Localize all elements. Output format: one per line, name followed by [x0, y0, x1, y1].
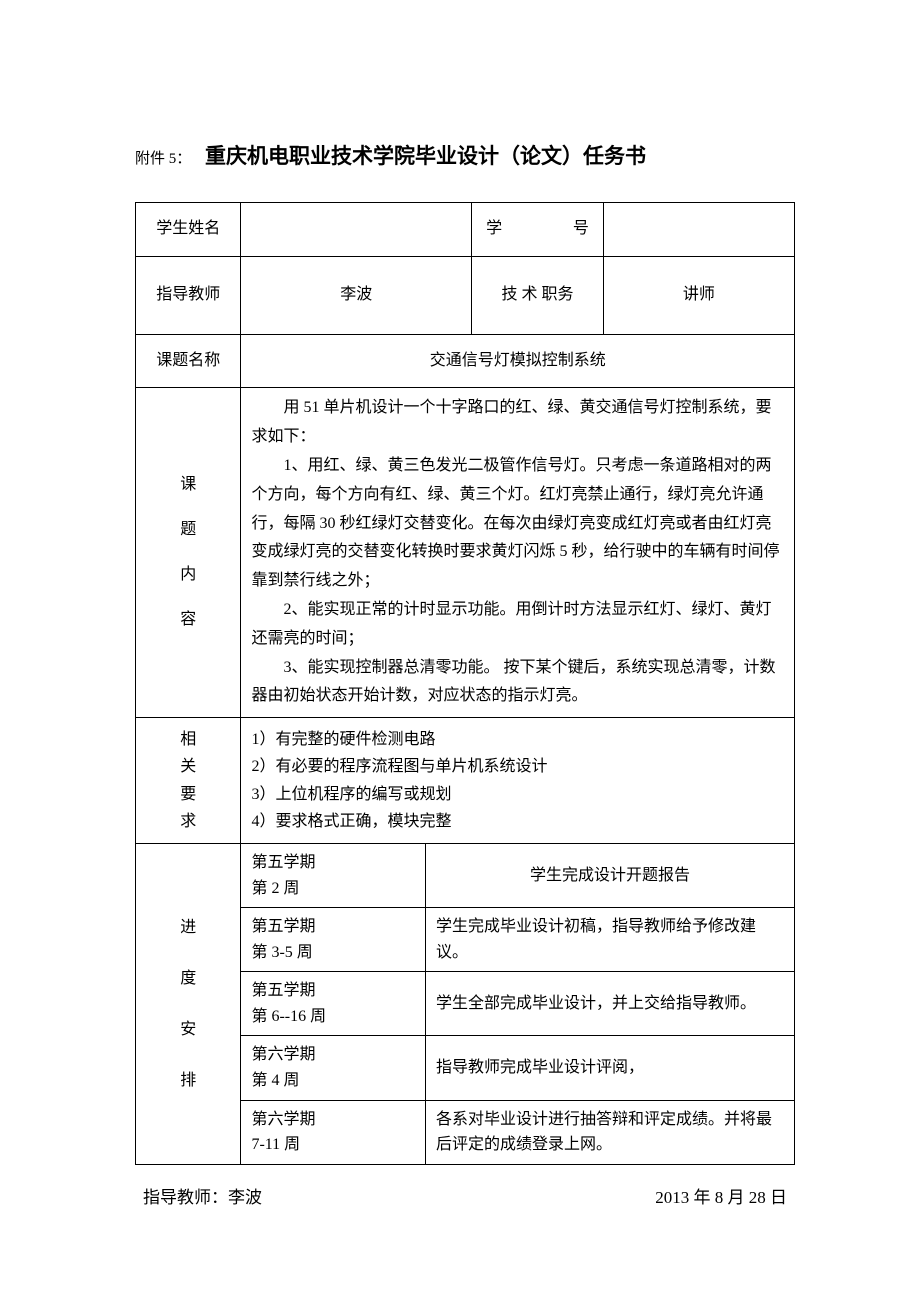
schedule-period-2: 第五学期第 3-5 周: [241, 908, 426, 972]
value-student-id: [603, 203, 794, 257]
label-topic: 课题名称: [136, 334, 241, 388]
row-requirements: 相关要求 1）有完整的硬件检测电路 2）有必要的程序流程图与单片机系统设计 3）…: [136, 718, 795, 844]
req-2: 2）有必要的程序流程图与单片机系统设计: [251, 753, 784, 780]
requirements-body: 1）有完整的硬件检测电路 2）有必要的程序流程图与单片机系统设计 3）上位机程序…: [241, 718, 795, 844]
label-student-id: 学 号: [472, 203, 604, 257]
task-table: 学生姓名 学 号 指导教师 李波 技 术 职务 讲师 课题名称 交通信号灯模拟控…: [135, 202, 795, 1165]
schedule-task-4: 指导教师完成毕业设计评阅，: [425, 1036, 794, 1100]
schedule-task-3: 学生全部完成毕业设计，并上交给指导教师。: [425, 972, 794, 1036]
content-p3: 3、能实现控制器总清零功能。 按下某个键后，系统实现总清零，计数器由初始状态开始…: [251, 654, 784, 712]
document-title: 重庆机电职业技术学院毕业设计（论文）任务书: [205, 144, 646, 168]
row-schedule-1: 进度安排 第五学期第 2 周 学生完成设计开题报告: [136, 843, 795, 907]
schedule-period-5: 第六学期7-11 周: [241, 1100, 426, 1164]
schedule-task-2: 学生完成毕业设计初稿，指导教师给予修改建议。: [425, 908, 794, 972]
row-student: 学生姓名 学 号: [136, 203, 795, 257]
row-advisor: 指导教师 李波 技 术 职务 讲师: [136, 256, 795, 334]
content-intro: 用 51 单片机设计一个十字路口的红、绿、黄交通信号灯控制系统，要求如下：: [251, 394, 784, 452]
schedule-period-1: 第五学期第 2 周: [241, 843, 426, 907]
value-advisor: 李波: [241, 256, 472, 334]
content-p2: 2、能实现正常的计时显示功能。用倒计时方法显示红灯、绿灯、黄灯还需亮的时间；: [251, 596, 784, 654]
label-student-name: 学生姓名: [136, 203, 241, 257]
schedule-period-4: 第六学期第 4 周: [241, 1036, 426, 1100]
req-1: 1）有完整的硬件检测电路: [251, 726, 784, 753]
schedule-task-5: 各系对毕业设计进行抽答辩和评定成绩。并将最后评定的成绩登录上网。: [425, 1100, 794, 1164]
header-line: 附件 5： 重庆机电职业技术学院毕业设计（论文）任务书: [135, 140, 795, 170]
schedule-task-1: 学生完成设计开题报告: [425, 843, 794, 907]
label-advisor: 指导教师: [136, 256, 241, 334]
footer-line: 指导教师：李波 2013 年 8 月 28 日: [135, 1183, 795, 1208]
footer-date: 2013 年 8 月 28 日: [655, 1183, 787, 1208]
value-topic: 交通信号灯模拟控制系统: [241, 334, 795, 388]
content-p1: 1、用红、绿、黄三色发光二极管作信号灯。只考虑一条道路相对的两个方向，每个方向有…: [251, 452, 784, 596]
label-title: 技 术 职务: [472, 256, 604, 334]
req-4: 4）要求格式正确，模块完整: [251, 808, 784, 835]
label-requirements: 相关要求: [136, 718, 241, 844]
req-3: 3）上位机程序的编写或规划: [251, 781, 784, 808]
attachment-label: 附件 5：: [135, 151, 191, 167]
row-topic: 课题名称 交通信号灯模拟控制系统: [136, 334, 795, 388]
label-content: 课题内容: [136, 388, 241, 718]
content-body: 用 51 单片机设计一个十字路口的红、绿、黄交通信号灯控制系统，要求如下： 1、…: [241, 388, 795, 718]
schedule-period-3: 第五学期第 6--16 周: [241, 972, 426, 1036]
label-schedule: 进度安排: [136, 843, 241, 1164]
footer-teacher: 指导教师：李波: [143, 1183, 262, 1208]
value-student-name: [241, 203, 472, 257]
value-title: 讲师: [603, 256, 794, 334]
row-content: 课题内容 用 51 单片机设计一个十字路口的红、绿、黄交通信号灯控制系统，要求如…: [136, 388, 795, 718]
